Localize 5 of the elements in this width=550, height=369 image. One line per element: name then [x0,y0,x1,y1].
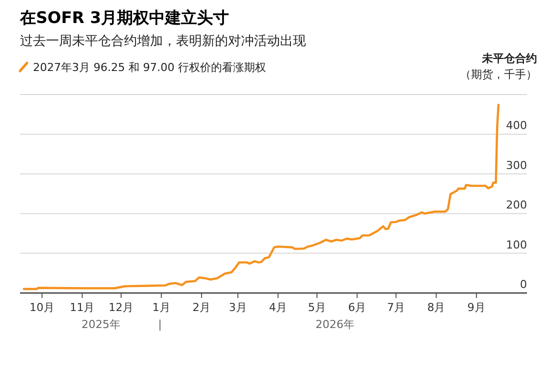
annotation: 2026年 [316,318,354,331]
subtitle: 过去一周未平仓合约增加，表明新的对冲活动出现 [20,34,306,49]
annotation: 2025年 [82,318,120,331]
title: 在SOFR 3月期权中建立头寸 [20,8,230,27]
annotation: | [158,318,162,331]
